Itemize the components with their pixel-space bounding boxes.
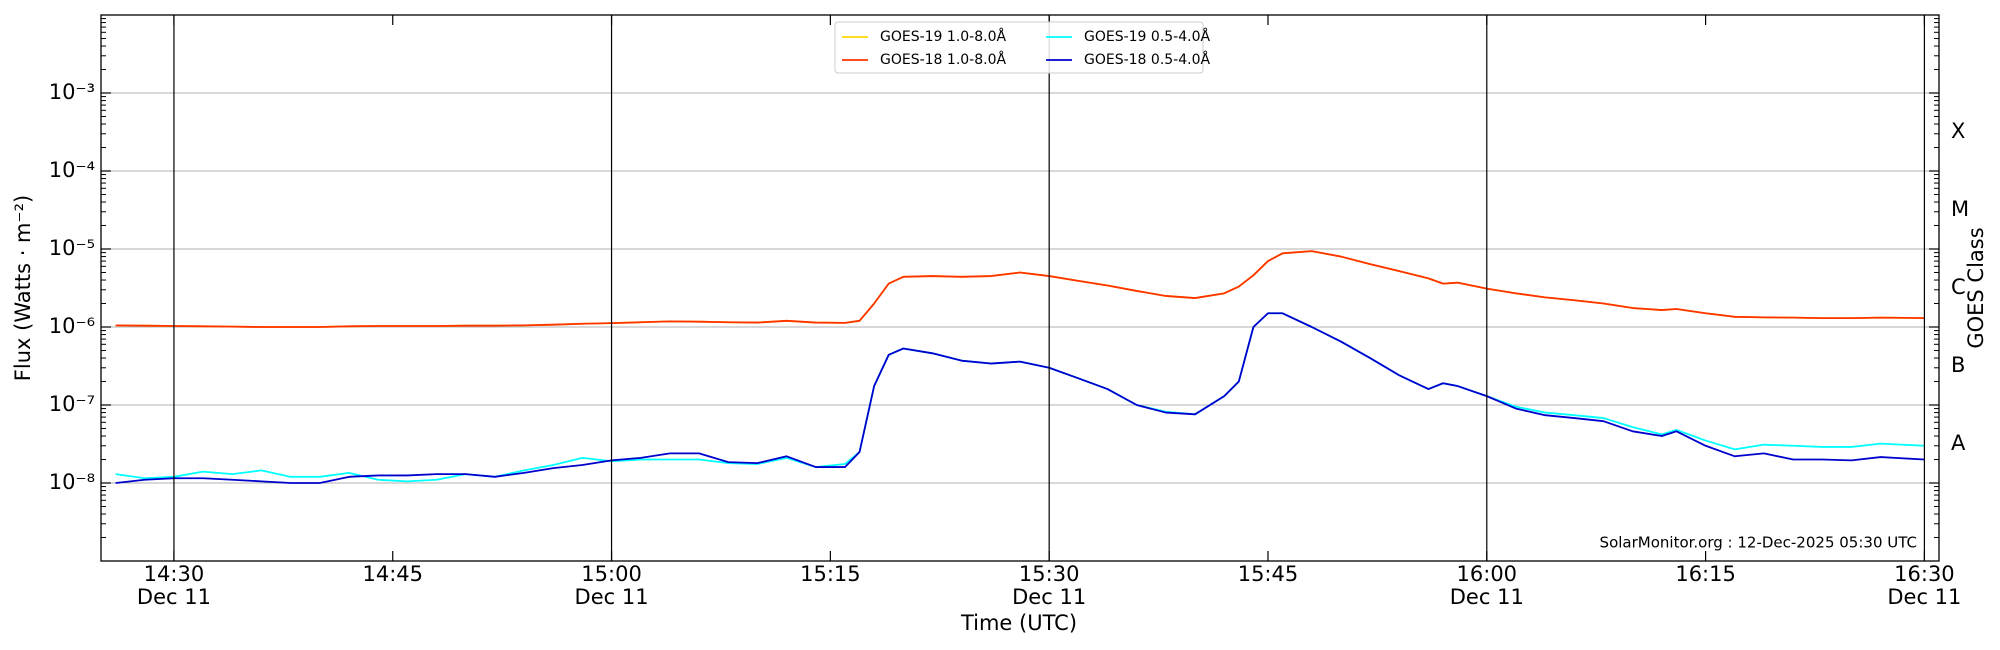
x-tick-label: 15:15 (800, 562, 861, 586)
x-tick-label: 16:00 (1457, 562, 1518, 586)
y-tick-label: 10⁻⁸ (49, 470, 95, 494)
plot-frame (100, 14, 1940, 562)
x-tick-label: 16:15 (1675, 562, 1736, 586)
legend-label: GOES-18 0.5-4.0Å (1084, 51, 1210, 68)
y2-tick-label: A (1951, 431, 1966, 455)
x-tick-label: Dec 11 (1012, 585, 1086, 609)
source-annotation: SolarMonitor.org : 12-Dec-2025 05:30 UTC (1600, 534, 1917, 552)
legend-box (834, 21, 1204, 74)
legend: GOES-19 1.0-8.0Å GOES-18 1.0-8.0Å GOES-19 … (842, 28, 1210, 68)
y-tick-label: 10⁻⁴ (49, 158, 95, 182)
x-axis-label: Time (UTC) (960, 611, 1077, 635)
y-tick-label: 10⁻⁵ (49, 236, 95, 260)
y2-axis-label: GOES Class (1964, 227, 1988, 348)
x-tick-label: Dec 11 (1450, 585, 1524, 609)
x-tick-label: Dec 11 (1887, 585, 1961, 609)
y2-tick-label: M (1951, 197, 1969, 221)
x-tick-label: 15:00 (581, 562, 642, 586)
x-tick-label: 15:45 (1238, 562, 1299, 586)
x-tick-label: Dec 11 (575, 585, 649, 609)
legend-label: GOES-18 1.0-8.0Å (880, 51, 1006, 68)
grid-layer (101, 92, 1939, 484)
x-tick-label: 14:30 (144, 562, 205, 586)
x-tick-label: 14:45 (362, 562, 423, 586)
series-line (115, 312, 1925, 483)
y2-tick-label: C (1951, 275, 1966, 299)
y-tick-label: 10⁻⁷ (49, 392, 95, 416)
y-tick-label: 10⁻⁶ (49, 314, 95, 338)
x-tick-label: 16:30 (1894, 562, 1955, 586)
x-tick-label: 15:30 (1019, 562, 1080, 586)
series-line (115, 250, 1925, 328)
y2-tick-label: X (1951, 119, 1965, 143)
y-axis-label: Flux (Watts · m⁻²) (11, 195, 35, 381)
legend-label: GOES-19 1.0-8.0Å (880, 28, 1006, 45)
series-line (115, 250, 1925, 328)
series-line (115, 312, 1925, 484)
y2-tick-label: B (1951, 353, 1965, 377)
x-tick-label: Dec 11 (137, 585, 211, 609)
plot-layer (115, 250, 1925, 484)
legend-label: GOES-19 0.5-4.0Å (1084, 28, 1210, 45)
y-tick-label: 10⁻³ (49, 80, 95, 104)
